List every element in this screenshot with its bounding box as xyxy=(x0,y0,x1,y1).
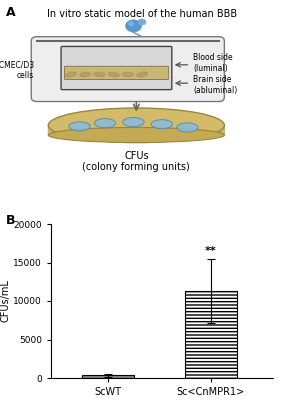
Ellipse shape xyxy=(48,108,224,142)
Text: **: ** xyxy=(205,246,217,256)
Text: In vitro static model of the human BBB: In vitro static model of the human BBB xyxy=(47,9,237,19)
Ellipse shape xyxy=(177,123,198,132)
Y-axis label: CFUs/mL: CFUs/mL xyxy=(1,280,11,322)
Ellipse shape xyxy=(94,72,105,77)
Circle shape xyxy=(138,19,146,25)
Ellipse shape xyxy=(94,118,116,128)
Text: (colony forming units): (colony forming units) xyxy=(82,162,190,172)
Ellipse shape xyxy=(69,122,90,131)
Bar xyxy=(82,375,133,378)
Text: CFUs: CFUs xyxy=(124,151,149,161)
Ellipse shape xyxy=(80,72,91,77)
Text: B: B xyxy=(6,214,15,227)
Bar xyxy=(185,291,237,378)
Circle shape xyxy=(129,22,133,26)
Ellipse shape xyxy=(66,72,76,77)
Ellipse shape xyxy=(108,72,119,77)
FancyBboxPatch shape xyxy=(61,46,172,90)
Text: Brain side
(abluminal): Brain side (abluminal) xyxy=(193,75,237,95)
FancyBboxPatch shape xyxy=(64,66,168,80)
Text: A: A xyxy=(6,6,15,20)
Circle shape xyxy=(126,20,141,32)
Ellipse shape xyxy=(48,128,224,142)
Ellipse shape xyxy=(151,120,173,129)
Text: Blood side
(luminal): Blood side (luminal) xyxy=(193,52,233,73)
Ellipse shape xyxy=(137,72,147,77)
Ellipse shape xyxy=(123,118,144,126)
Ellipse shape xyxy=(122,72,133,77)
Text: hCMEC/D3
cells: hCMEC/D3 cells xyxy=(0,60,34,80)
FancyBboxPatch shape xyxy=(31,37,224,102)
